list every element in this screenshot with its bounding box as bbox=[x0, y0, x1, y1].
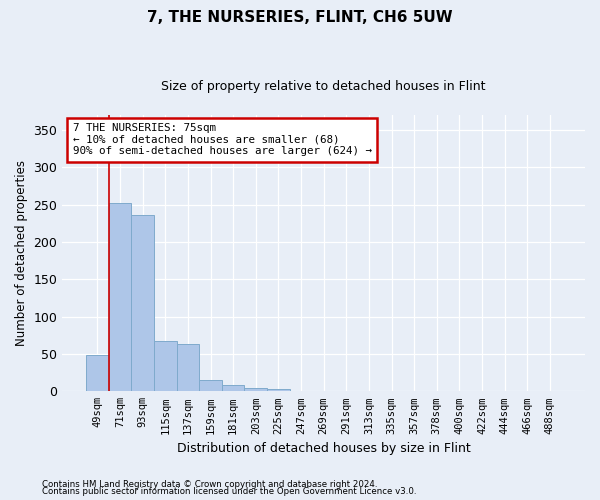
Title: Size of property relative to detached houses in Flint: Size of property relative to detached ho… bbox=[161, 80, 486, 93]
X-axis label: Distribution of detached houses by size in Flint: Distribution of detached houses by size … bbox=[177, 442, 470, 455]
Bar bbox=[154, 340, 176, 392]
Bar bbox=[267, 389, 290, 392]
Bar bbox=[244, 388, 267, 392]
Bar bbox=[109, 203, 131, 392]
Text: 7 THE NURSERIES: 75sqm
← 10% of detached houses are smaller (68)
90% of semi-det: 7 THE NURSERIES: 75sqm ← 10% of detached… bbox=[73, 124, 372, 156]
Bar bbox=[86, 356, 109, 392]
Bar bbox=[199, 380, 222, 392]
Y-axis label: Number of detached properties: Number of detached properties bbox=[15, 160, 28, 346]
Text: 7, THE NURSERIES, FLINT, CH6 5UW: 7, THE NURSERIES, FLINT, CH6 5UW bbox=[147, 10, 453, 25]
Bar bbox=[131, 215, 154, 392]
Text: Contains HM Land Registry data © Crown copyright and database right 2024.: Contains HM Land Registry data © Crown c… bbox=[42, 480, 377, 489]
Bar bbox=[176, 344, 199, 392]
Text: Contains public sector information licensed under the Open Government Licence v3: Contains public sector information licen… bbox=[42, 487, 416, 496]
Bar bbox=[222, 384, 244, 392]
